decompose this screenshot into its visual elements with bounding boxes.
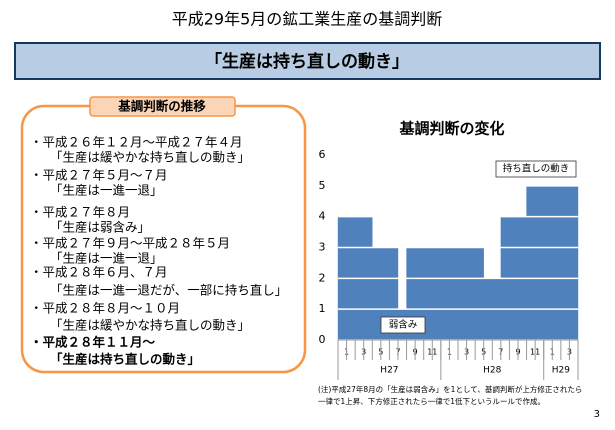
bar <box>406 247 416 340</box>
bar <box>389 247 399 340</box>
period: ・平成２７年９月～平成２８年５月 <box>30 236 230 251</box>
history-item: ・平成２８年６月、７月「生産は一進一退だが、一部に持ち直し」 <box>30 265 287 298</box>
chart: 基調判断の変化 01234561357911135791113H27H28H29… <box>319 120 579 380</box>
period: ・平成２７年５月～７月 <box>30 168 168 183</box>
y-tick-label: 4 <box>319 210 326 223</box>
annotation-box <box>380 316 426 334</box>
bar <box>569 185 579 340</box>
history-item: ・平成２７年５月～７月「生産は一進一退」 <box>30 168 168 198</box>
bar <box>423 247 433 340</box>
bar <box>534 185 544 340</box>
chart-title: 基調判断の変化 <box>398 120 504 138</box>
bar <box>449 247 459 340</box>
banner-text: 「生産は持ち直しの動き」 <box>205 51 409 72</box>
history-item: ・平成２８年１１月～ 「生産は持ち直しの動き」 <box>30 335 200 367</box>
history-item: ・平成２８年８月～１０月「生産は緩やかな持ち直しの動き」 <box>30 301 250 333</box>
period: ・平成２８年８月～１０月 <box>30 301 180 316</box>
slide-title: 平成29年5月の鉱工業生産の基調判断 <box>172 10 443 29</box>
annotation: 弱含み <box>389 319 418 331</box>
history-item: ・平成２７年９月～平成２８年５月「生産は一進一退」 <box>30 236 230 266</box>
judgement: 「生産は一進一退だが、一部に持ち直し」 <box>50 283 287 298</box>
y-tick-label: 1 <box>319 302 326 315</box>
bar <box>560 185 570 340</box>
y-tick-label: 3 <box>319 241 326 254</box>
period: ・平成２７年８月 <box>30 205 130 220</box>
history-item: ・平成２６年１２月～平成２７年４月「生産は緩やかな持ち直しの動き」 <box>30 135 250 165</box>
judgement: 「生産は緩やかな持ち直しの動き」 <box>50 150 250 165</box>
bar <box>440 247 450 340</box>
bar <box>466 247 476 340</box>
group-label: H28 <box>483 366 501 376</box>
bar <box>552 185 562 340</box>
y-tick-label: 5 <box>319 179 326 192</box>
period: ・平成２８年１１月～ <box>30 335 156 350</box>
group-label: H29 <box>552 366 570 376</box>
y-tick-label: 2 <box>319 271 326 284</box>
annotation-box <box>495 160 577 178</box>
judgement: 「生産は一進一退」 <box>50 183 163 198</box>
judgement: 「生産は緩やかな持ち直しの動き」 <box>50 318 250 333</box>
group-label: H27 <box>380 366 398 376</box>
judgement: 「生産は持ち直しの動き」 <box>50 352 200 367</box>
period: ・平成２６年１２月～平成２７年４月 <box>30 135 243 150</box>
history-list: ・平成２６年１２月～平成２７年４月「生産は緩やかな持ち直しの動き」・平成２７年５… <box>30 135 287 367</box>
page-number: 3 <box>594 409 600 420</box>
bar <box>526 185 536 340</box>
bar <box>457 247 467 340</box>
banner-box <box>14 42 601 80</box>
bar <box>414 247 424 340</box>
judgement: 「生産は弱含み」 <box>50 220 150 235</box>
history-label: 基調判断の推移 <box>117 99 206 114</box>
y-tick-label: 0 <box>319 333 326 346</box>
footnote: (注)平成27年8月の「生産は弱含み」を1として、基調判断が上方修正されたら <box>318 384 582 394</box>
bar <box>432 247 442 340</box>
y-tick-label: 6 <box>319 148 326 161</box>
bar <box>380 247 390 340</box>
annotation: 持ち直しの動き <box>503 163 570 175</box>
judgement: 「生産は一進一退」 <box>50 251 163 266</box>
footnote: 一律で1上昇、下方修正されたら一律で1低下というルールで作成。 <box>318 396 545 406</box>
history-item: ・平成２７年８月「生産は弱含み」 <box>30 205 150 235</box>
bar <box>543 185 553 340</box>
bar <box>474 247 484 340</box>
bar <box>372 247 382 340</box>
period: ・平成２８年６月、７月 <box>30 265 168 280</box>
history-tag <box>89 96 236 117</box>
